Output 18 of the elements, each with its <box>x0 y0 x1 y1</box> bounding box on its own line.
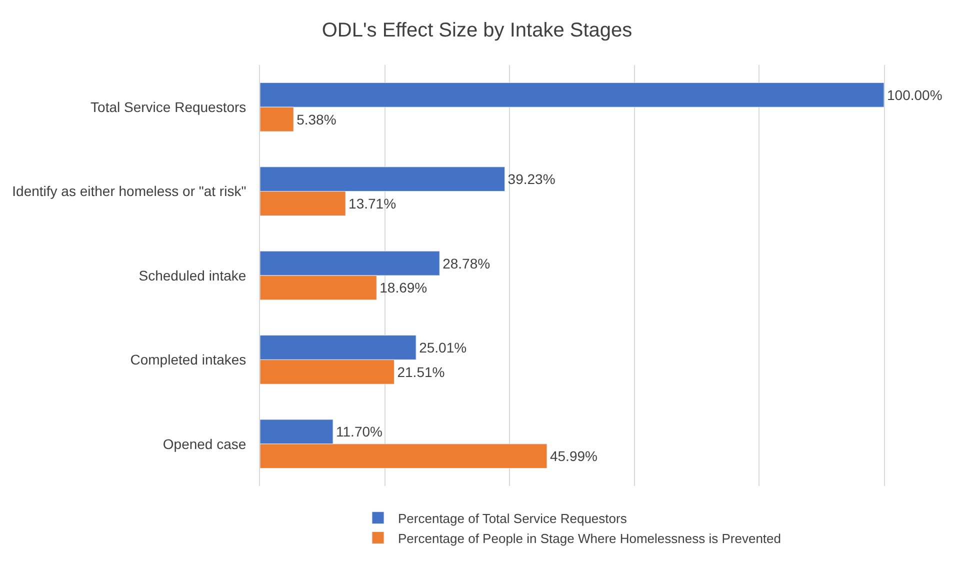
data-label: 21.51% <box>397 364 445 380</box>
y-tick-label: Opened case <box>162 436 246 452</box>
legend-label: Percentage of People in Stage Where Homelessness is Prevented <box>398 530 781 546</box>
y-tick-label: Identify as either homeless or "at risk" <box>12 183 246 200</box>
data-label: 13.71% <box>348 196 396 212</box>
y-tick-label: Completed intakes <box>130 352 246 368</box>
data-label: 18.69% <box>380 280 428 296</box>
data-label: 45.99% <box>550 448 598 464</box>
data-label: 100.00% <box>887 86 942 103</box>
chart-title: ODL's Effect Size by Intake Stages <box>322 20 632 42</box>
y-tick-label: Scheduled intake <box>138 267 246 284</box>
data-label: 11.70% <box>336 424 382 440</box>
data-label: 28.78% <box>442 255 490 272</box>
y-tick-label: Total Service Requestors <box>90 99 246 115</box>
data-label: 39.23% <box>508 171 556 188</box>
data-label: 5.38% <box>296 111 336 128</box>
legend-label: Percentage of Total Service Requestors <box>398 510 628 526</box>
data-label: 25.01% <box>419 339 467 356</box>
